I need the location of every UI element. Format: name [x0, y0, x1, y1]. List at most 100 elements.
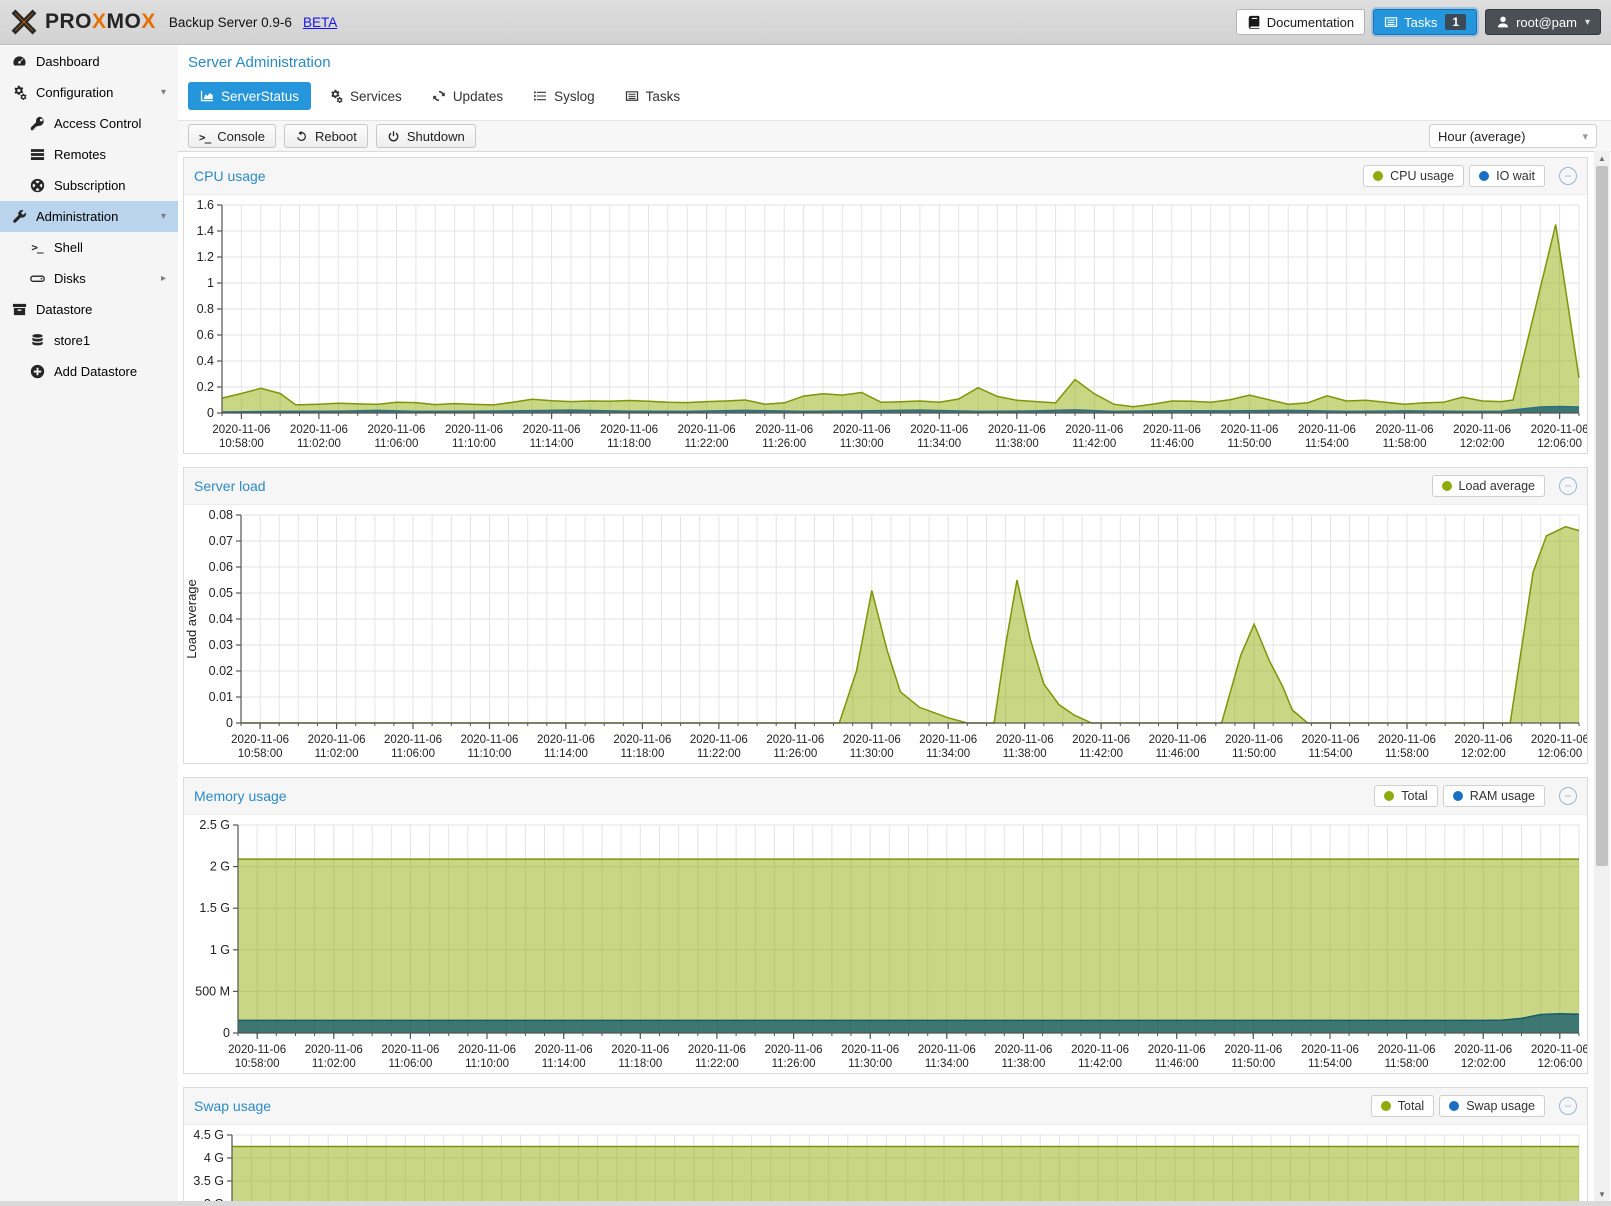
- scroll-down-arrow[interactable]: ▼: [1598, 1189, 1606, 1199]
- legend-load-average[interactable]: Load average: [1431, 475, 1545, 497]
- undo-icon: [295, 130, 308, 143]
- legend-cpu-usage[interactable]: CPU usage: [1363, 165, 1465, 187]
- chart-legend: Total Swap usage −: [1370, 1095, 1577, 1117]
- sidebar-item-disks[interactable]: Disks ▸: [0, 263, 178, 294]
- svg-text:11:22:00: 11:22:00: [685, 438, 729, 450]
- legend-total[interactable]: Total: [1374, 785, 1438, 807]
- svg-text:2020-11-06: 2020-11-06: [1220, 424, 1278, 436]
- svg-text:2020-11-06: 2020-11-06: [910, 424, 968, 436]
- svg-text:2020-11-06: 2020-11-06: [1302, 734, 1360, 746]
- svg-text:11:42:00: 11:42:00: [1079, 748, 1123, 760]
- panel-header: Swap usage Total Swap usage −: [184, 1088, 1587, 1125]
- area-chart-icon: [200, 89, 214, 103]
- svg-text:2020-11-06: 2020-11-06: [688, 1044, 746, 1056]
- vertical-scrollbar[interactable]: ▲ ▼: [1594, 151, 1610, 1201]
- svg-text:2020-11-06: 2020-11-06: [367, 424, 425, 436]
- svg-text:1.5 G: 1.5 G: [199, 901, 230, 915]
- sidebar-item-configuration[interactable]: Configuration ▾: [0, 77, 178, 108]
- svg-text:2020-11-06: 2020-11-06: [384, 734, 442, 746]
- sidebar: Dashboard Configuration ▾ Access Control Rem…: [0, 46, 178, 1201]
- svg-text:1.6: 1.6: [197, 198, 214, 212]
- plus-circle-icon: [28, 364, 46, 379]
- svg-text:2020-11-06: 2020-11-06: [1453, 424, 1511, 436]
- sidebar-item-access-control[interactable]: Access Control: [0, 108, 178, 139]
- time-range-select[interactable]: Hour (average) ▾: [1429, 124, 1597, 148]
- brand: PROXMOX Backup Server 0.9-6 BETA: [10, 8, 337, 36]
- svg-text:12:02:00: 12:02:00: [1461, 748, 1506, 760]
- legend-swap-usage[interactable]: Swap usage: [1439, 1095, 1545, 1117]
- svg-text:11:10:00: 11:10:00: [452, 438, 496, 450]
- legend-io-wait[interactable]: IO wait: [1469, 165, 1545, 187]
- svg-text:2020-11-06: 2020-11-06: [1072, 734, 1130, 746]
- chevron-right-icon: ▸: [160, 273, 166, 284]
- sidebar-item-administration[interactable]: Administration ▾: [0, 201, 178, 232]
- svg-text:11:22:00: 11:22:00: [697, 748, 741, 760]
- user-menu-button[interactable]: root@pam ▾: [1485, 9, 1601, 35]
- svg-text:2020-11-06: 2020-11-06: [994, 1044, 1052, 1056]
- collapse-panel-icon[interactable]: −: [1559, 167, 1577, 185]
- sidebar-item-dashboard[interactable]: Dashboard: [0, 46, 178, 77]
- app-header: PROXMOX Backup Server 0.9-6 BETA Documen…: [0, 0, 1611, 45]
- svg-text:2020-11-06: 2020-11-06: [445, 424, 503, 436]
- svg-text:11:34:00: 11:34:00: [926, 748, 970, 760]
- svg-text:1: 1: [207, 276, 214, 290]
- svg-text:2020-11-06: 2020-11-06: [1531, 734, 1587, 746]
- svg-text:0.08: 0.08: [209, 508, 233, 522]
- tab-serverstatus[interactable]: ServerStatus: [188, 82, 312, 110]
- svg-text:11:54:00: 11:54:00: [1308, 1058, 1352, 1070]
- chart-legend: CPU usage IO wait −: [1363, 165, 1577, 187]
- list-alt-icon: [1384, 15, 1398, 29]
- svg-text:11:38:00: 11:38:00: [995, 438, 1039, 450]
- shutdown-button[interactable]: Shutdown: [375, 124, 476, 148]
- tab-services[interactable]: Services: [317, 82, 414, 110]
- svg-text:10:58:00: 10:58:00: [235, 1058, 280, 1070]
- sidebar-item-remotes[interactable]: Remotes: [0, 139, 178, 170]
- toolbar: >_ Console Reboot Shutdown Hour (average) ▾: [178, 120, 1611, 152]
- memory-usage-chart: 0 500 M 1 G 1.5 G 2 G 2.5 G 2020-11-06 10:58:00…: [184, 815, 1587, 1073]
- sidebar-item-shell[interactable]: >_ Shell: [0, 232, 178, 263]
- documentation-button[interactable]: Documentation: [1235, 9, 1366, 35]
- svg-text:2020-11-06: 2020-11-06: [290, 424, 348, 436]
- tab-tasks[interactable]: Tasks: [613, 82, 693, 110]
- scroll-up-arrow[interactable]: ▲: [1598, 153, 1606, 163]
- svg-text:2020-11-06: 2020-11-06: [1224, 1044, 1282, 1056]
- svg-text:11:46:00: 11:46:00: [1156, 748, 1200, 760]
- svg-text:2020-11-06: 2020-11-06: [1531, 424, 1587, 436]
- scrollbar-thumb[interactable]: [1596, 166, 1608, 866]
- svg-text:11:02:00: 11:02:00: [315, 748, 359, 760]
- panel-title: Server load: [194, 478, 266, 494]
- svg-text:2.5 G: 2.5 G: [199, 818, 230, 832]
- svg-text:0: 0: [207, 406, 214, 420]
- lifebuoy-icon: [28, 178, 46, 193]
- panel-header: Server load Load average −: [184, 468, 1587, 505]
- svg-text:2020-11-06: 2020-11-06: [1149, 734, 1207, 746]
- list-icon: [533, 89, 547, 103]
- svg-text:11:58:00: 11:58:00: [1385, 1058, 1429, 1070]
- collapse-panel-icon[interactable]: −: [1559, 1097, 1577, 1115]
- horizontal-scrollbar-track[interactable]: [0, 1201, 1611, 1206]
- sidebar-item-datastore[interactable]: Datastore: [0, 294, 178, 325]
- legend-total[interactable]: Total: [1370, 1095, 1435, 1117]
- reboot-button[interactable]: Reboot: [283, 124, 368, 148]
- collapse-panel-icon[interactable]: −: [1559, 477, 1577, 495]
- legend-ram-usage[interactable]: RAM usage: [1442, 785, 1545, 807]
- header-actions: Documentation Tasks 1 root@pam ▾: [1235, 9, 1601, 35]
- console-button[interactable]: >_ Console: [188, 124, 276, 148]
- tab-syslog[interactable]: Syslog: [521, 82, 607, 110]
- svg-text:2 G: 2 G: [210, 860, 230, 874]
- svg-text:11:50:00: 11:50:00: [1227, 438, 1271, 450]
- collapse-panel-icon[interactable]: −: [1559, 787, 1577, 805]
- svg-text:2020-11-06: 2020-11-06: [755, 424, 813, 436]
- svg-text:11:46:00: 11:46:00: [1150, 438, 1194, 450]
- sidebar-item-add-datastore[interactable]: Add Datastore: [0, 356, 178, 387]
- beta-link[interactable]: BETA: [302, 14, 338, 30]
- svg-text:11:10:00: 11:10:00: [468, 748, 512, 760]
- sidebar-item-subscription[interactable]: Subscription: [0, 170, 178, 201]
- svg-text:12:06:00: 12:06:00: [1537, 438, 1582, 450]
- svg-text:2020-11-06: 2020-11-06: [918, 1044, 976, 1056]
- tasks-button[interactable]: Tasks 1: [1373, 9, 1478, 35]
- sidebar-item-store1[interactable]: store1: [0, 325, 178, 356]
- svg-text:2020-11-06: 2020-11-06: [523, 424, 581, 436]
- tab-updates[interactable]: Updates: [420, 82, 515, 110]
- cpu-usage-chart: 0 0.2 0.4 0.6 0.8 1 1.2 1.4 1.6 2020-11-06 10:58:0…: [184, 195, 1587, 453]
